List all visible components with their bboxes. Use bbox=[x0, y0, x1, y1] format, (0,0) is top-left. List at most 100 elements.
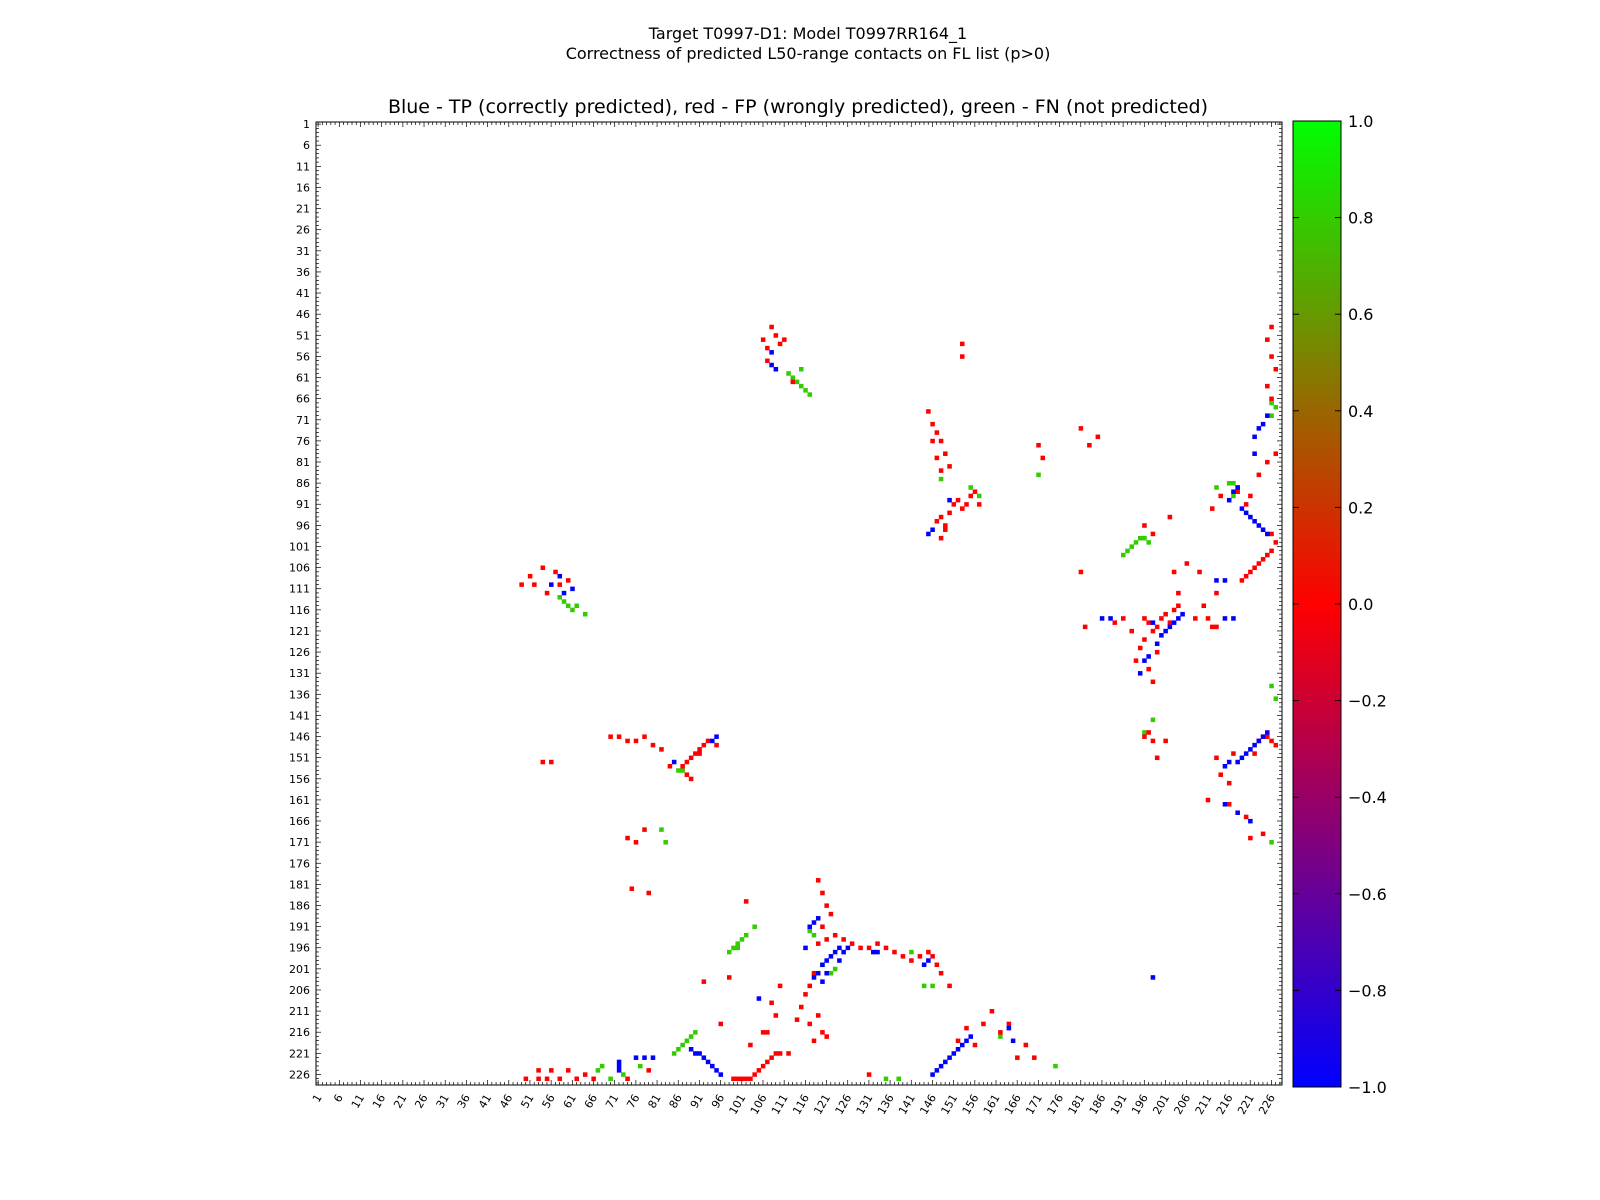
contact-cell-fp bbox=[1243, 502, 1249, 507]
contact-cell-fp bbox=[934, 962, 940, 968]
contact-cell-tp bbox=[947, 1055, 952, 1060]
contact-cell-tp bbox=[1260, 527, 1266, 532]
contact-cell-fp bbox=[532, 582, 537, 587]
contact-cell-fn bbox=[1133, 540, 1139, 545]
contact-cell-fp bbox=[616, 734, 622, 739]
contact-cell-fp bbox=[1260, 831, 1266, 837]
contact-cell-fp bbox=[926, 949, 931, 955]
contact-cell-fp bbox=[1159, 616, 1164, 621]
contact-cell-fp bbox=[1218, 772, 1223, 777]
x-tick-label: 176 bbox=[1044, 1092, 1066, 1117]
contact-cell-fp bbox=[650, 742, 656, 748]
contact-cell-tp bbox=[1243, 751, 1249, 756]
y-tick-label: 171 bbox=[289, 836, 310, 849]
contact-cell-tp bbox=[1239, 506, 1245, 511]
contact-cell-fp bbox=[815, 1013, 821, 1018]
contact-cell-fp bbox=[633, 840, 639, 845]
contact-cell-tp bbox=[1176, 616, 1181, 621]
contact-cell-tp bbox=[930, 1072, 935, 1077]
contact-cell-fp bbox=[760, 1063, 766, 1069]
contact-cell-fp bbox=[1082, 624, 1088, 630]
contact-cell-fp bbox=[1252, 751, 1257, 756]
contact-cell-fp bbox=[1269, 324, 1274, 330]
contact-cell-fp bbox=[565, 1068, 571, 1073]
contact-cell-tp bbox=[1159, 633, 1164, 638]
contact-cell-fn bbox=[803, 388, 808, 393]
y-tick-label: 66 bbox=[296, 393, 310, 406]
x-tick-label: 36 bbox=[455, 1092, 473, 1111]
contact-cell-fp bbox=[1269, 738, 1274, 744]
contact-cell-fp bbox=[1167, 514, 1173, 520]
y-tick-label: 141 bbox=[289, 709, 310, 722]
contact-cell-tp bbox=[947, 497, 952, 503]
contact-cell-fn bbox=[680, 768, 685, 773]
contact-cell-tp bbox=[926, 958, 931, 963]
contact-cell-fn bbox=[663, 840, 668, 845]
x-tick-label: 121 bbox=[811, 1092, 833, 1117]
contact-cell-fp bbox=[849, 941, 855, 946]
contact-cell-fp bbox=[1235, 489, 1240, 494]
contact-cell-fp bbox=[1154, 624, 1160, 630]
contact-cell-tp bbox=[1146, 654, 1151, 659]
contact-cell-fp bbox=[625, 835, 630, 841]
contact-cell-fp bbox=[523, 1076, 529, 1082]
contact-cell-tp bbox=[1256, 523, 1262, 528]
contact-cell-fp bbox=[760, 337, 766, 342]
contact-cell-fp bbox=[765, 1059, 770, 1065]
x-tick-label: 136 bbox=[875, 1092, 897, 1117]
contact-cell-fp bbox=[680, 764, 685, 769]
contact-cell-fp bbox=[1214, 755, 1219, 761]
contact-cell-fp bbox=[820, 924, 825, 930]
contact-cell-fp bbox=[735, 1076, 740, 1082]
contact-cell-tp bbox=[841, 949, 846, 955]
colorbar-tick-label: −0.4 bbox=[1348, 788, 1387, 807]
contact-cell-fp bbox=[1205, 616, 1211, 621]
x-tick-label: 66 bbox=[582, 1092, 600, 1111]
contact-cell-fp bbox=[1239, 578, 1245, 583]
contact-cell-fp bbox=[1265, 459, 1270, 465]
x-tick-label: 111 bbox=[769, 1092, 791, 1117]
y-tick-label: 81 bbox=[296, 456, 310, 469]
contact-cell-tp bbox=[955, 1046, 961, 1052]
contact-cell-tp bbox=[773, 366, 779, 372]
contact-cell-fp bbox=[1226, 802, 1232, 807]
contact-cell-fn bbox=[1121, 552, 1126, 558]
contact-cell-fp bbox=[926, 409, 931, 414]
contact-cell-tp bbox=[1265, 730, 1270, 735]
contact-cell-tp bbox=[820, 962, 825, 968]
y-tick-label: 76 bbox=[296, 435, 310, 448]
contact-cell-fp bbox=[955, 497, 961, 503]
contact-cell-fn bbox=[921, 983, 927, 989]
contact-cell-tp bbox=[807, 924, 813, 930]
y-tick-label: 151 bbox=[289, 752, 310, 765]
contact-cell-fn bbox=[976, 493, 982, 499]
contact-cell-fn bbox=[1142, 535, 1147, 541]
y-tick-label: 161 bbox=[289, 794, 310, 807]
contact-cell-fn bbox=[582, 611, 588, 617]
contact-cell-tp bbox=[1214, 578, 1219, 583]
contact-cell-fn bbox=[557, 595, 563, 600]
contact-cell-tp bbox=[769, 362, 774, 368]
colorbar-tick-label: −0.2 bbox=[1348, 692, 1387, 711]
x-tick-label: 51 bbox=[518, 1092, 536, 1111]
contact-cell-fn bbox=[671, 1051, 677, 1056]
contact-cell-fp bbox=[1133, 658, 1139, 663]
contact-cell-fp bbox=[574, 1076, 579, 1082]
contact-cell-fp bbox=[688, 776, 694, 782]
x-tick-label: 166 bbox=[1002, 1092, 1024, 1117]
contact-cell-fp bbox=[1273, 742, 1279, 748]
x-tick-label: 106 bbox=[748, 1092, 770, 1117]
contact-cell-fp bbox=[1078, 426, 1084, 431]
contact-cell-fp bbox=[684, 759, 690, 765]
contact-cell-fn bbox=[739, 937, 745, 942]
y-tick-label: 1 bbox=[303, 118, 310, 131]
contact-cell-fp bbox=[633, 738, 639, 744]
contact-cell-fp bbox=[1226, 780, 1232, 786]
y-tick-label: 131 bbox=[289, 667, 310, 680]
contact-cell-fp bbox=[642, 827, 647, 832]
y-tick-label: 26 bbox=[296, 224, 310, 237]
contact-cell-tp bbox=[1137, 671, 1143, 676]
contact-cell-fp bbox=[934, 430, 940, 435]
contact-cell-fp bbox=[1218, 493, 1223, 499]
contact-cell-tp bbox=[671, 759, 677, 765]
